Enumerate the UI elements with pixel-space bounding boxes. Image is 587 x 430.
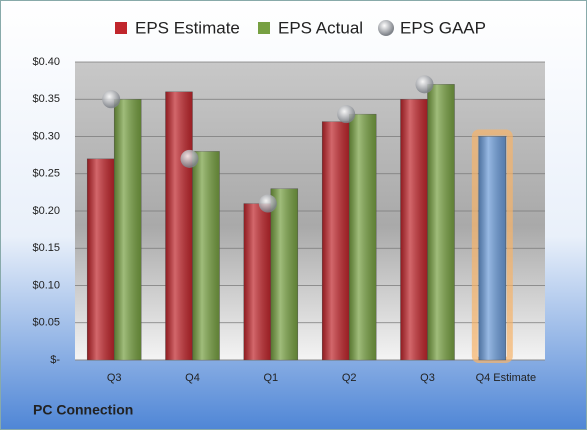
bar-shine	[192, 151, 220, 360]
bar-shine	[478, 136, 506, 360]
bar-shine	[243, 203, 271, 360]
y-tick-label: $0.20	[32, 205, 60, 217]
bar-shine	[322, 121, 350, 360]
legend-label: EPS Actual	[278, 18, 363, 37]
y-tick-label: $0.15	[32, 242, 60, 254]
y-tick-label: $0.25	[32, 168, 60, 180]
legend-marker	[378, 20, 394, 36]
legend-label: EPS Estimate	[135, 18, 240, 37]
bar-shine	[114, 99, 142, 360]
x-tick-label: Q3	[420, 372, 435, 384]
legend-label: EPS GAAP	[400, 18, 486, 37]
bar-shine	[270, 188, 298, 360]
bar-shine	[349, 114, 377, 361]
legend-marker	[258, 22, 270, 34]
x-tick-label: Q2	[342, 372, 357, 384]
y-tick-label: $0.30	[32, 130, 60, 142]
chart-title: PC Connection	[33, 402, 133, 418]
y-tick-label: $0.40	[32, 56, 60, 68]
y-tick-label: $-	[50, 354, 60, 366]
bar-shine	[400, 99, 428, 360]
y-tick-label: $0.10	[32, 279, 60, 291]
x-tick-label: Q1	[263, 372, 278, 384]
scatter-point	[102, 90, 121, 109]
scatter-point	[258, 194, 277, 213]
scatter-point	[415, 75, 434, 94]
x-tick-label: Q4 Estimate	[476, 372, 537, 384]
scatter-point	[180, 149, 199, 168]
y-tick-label: $0.05	[32, 317, 60, 329]
bar-shine	[427, 84, 455, 360]
legend-marker	[115, 22, 127, 34]
x-tick-label: Q4	[185, 372, 200, 384]
x-tick-label: Q3	[107, 372, 122, 384]
y-tick-label: $0.35	[32, 93, 60, 105]
scatter-point	[337, 105, 356, 124]
bar-shine	[87, 158, 115, 360]
bar-shine	[165, 91, 193, 361]
